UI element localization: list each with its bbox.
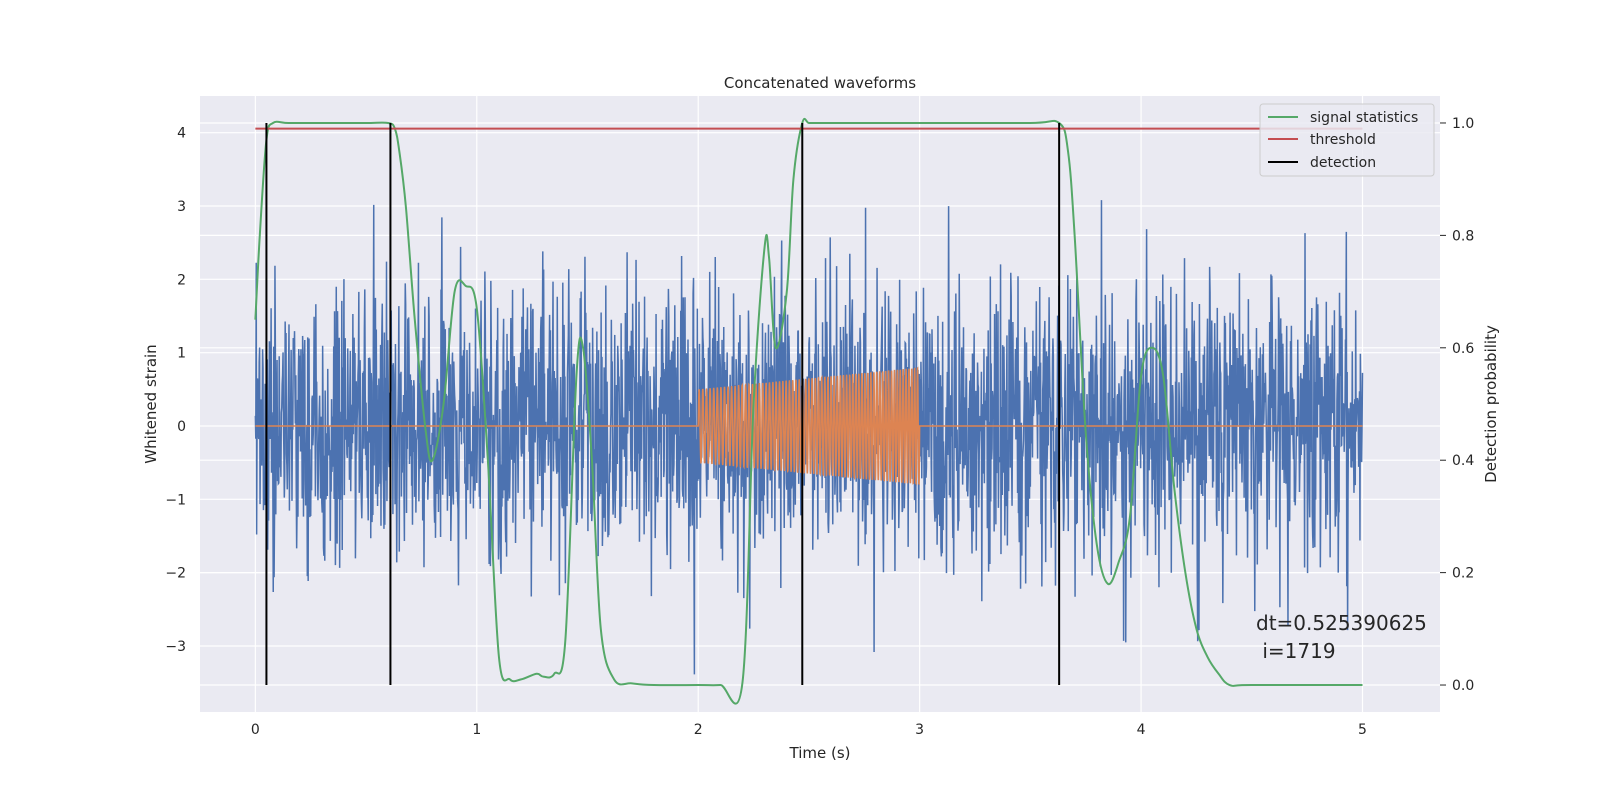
y2-tick-label: 0.4 — [1452, 453, 1474, 469]
y2-tick-label: 0.0 — [1452, 678, 1474, 694]
chart-title: Concatenated waveforms — [724, 74, 916, 92]
x-tick-label: 3 — [915, 722, 924, 738]
y-tick-label: 3 — [177, 199, 186, 215]
y-tick-label: 1 — [177, 346, 186, 362]
y2-tick-label: 1.0 — [1452, 116, 1474, 132]
y-tick-label: 0 — [177, 419, 186, 435]
x-tick-label: 0 — [251, 722, 260, 738]
x-tick-label: 4 — [1137, 722, 1146, 738]
y-axis-ticks: −3 −2 −1 0 1 2 3 4 — [165, 126, 186, 655]
x-tick-label: 1 — [472, 722, 481, 738]
annotation-index: i=1719 — [1256, 639, 1336, 663]
y2-tick-label: 0.2 — [1452, 566, 1474, 582]
x-tick-label: 5 — [1358, 722, 1367, 738]
y2-axis-label: Detection probability — [1482, 325, 1500, 483]
y-tick-label: −1 — [165, 492, 186, 508]
legend-label-signal-statistics: signal statistics — [1310, 110, 1418, 126]
x-axis-label: Time (s) — [789, 744, 851, 762]
injected-signal-series-line — [255, 366, 1363, 486]
x-tick-label: 2 — [694, 722, 703, 738]
y-tick-label: 2 — [177, 272, 186, 288]
annotation-dt: dt=0.525390625 — [1256, 611, 1427, 635]
legend-label-threshold: threshold — [1310, 132, 1376, 148]
x-axis-ticks: 0 1 2 3 4 5 — [251, 722, 1367, 738]
legend-box — [1259, 103, 1435, 177]
signal-statistics-series-line — [254, 117, 1363, 705]
y2-axis-ticks: 0.0 0.2 0.4 0.6 0.8 1.0 — [1440, 116, 1474, 694]
legend-label-detection: detection — [1310, 155, 1376, 171]
y-axis-label: Whitened strain — [142, 344, 160, 463]
y2-tick-label: 0.8 — [1452, 228, 1474, 244]
legend: signal statistics threshold detection — [1259, 103, 1435, 177]
detection-lines — [265, 122, 1061, 686]
y2-tick-label: 0.6 — [1452, 341, 1474, 357]
y-tick-label: 4 — [177, 126, 186, 142]
y-tick-label: −2 — [165, 566, 186, 582]
y-tick-label: −3 — [165, 639, 186, 655]
